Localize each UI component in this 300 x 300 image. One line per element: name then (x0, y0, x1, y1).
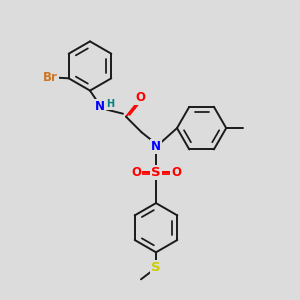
Text: O: O (135, 91, 145, 104)
Text: N: N (94, 100, 105, 113)
Text: N: N (151, 140, 161, 153)
Text: S: S (151, 166, 161, 179)
Text: O: O (171, 166, 181, 179)
Text: H: H (106, 99, 114, 109)
Text: S: S (151, 261, 161, 274)
Text: Br: Br (43, 71, 58, 84)
Text: O: O (131, 166, 141, 179)
